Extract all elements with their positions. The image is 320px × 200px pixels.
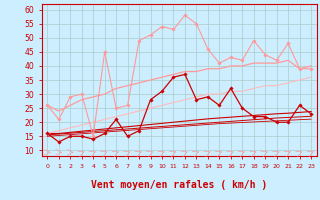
X-axis label: Vent moyen/en rafales ( km/h ): Vent moyen/en rafales ( km/h ) bbox=[91, 180, 267, 190]
